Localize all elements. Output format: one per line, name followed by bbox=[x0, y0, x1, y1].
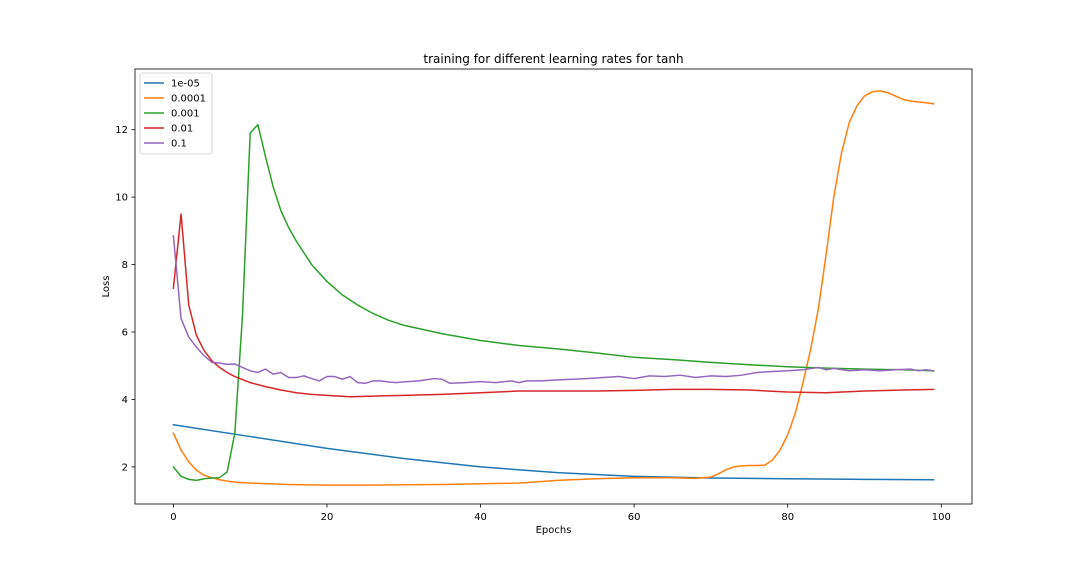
x-tick-label: 80 bbox=[781, 512, 794, 523]
y-tick-label: 2 bbox=[122, 462, 128, 473]
legend-label: 0.0001 bbox=[171, 94, 206, 105]
series-line-2 bbox=[172, 123, 935, 482]
axes-frame bbox=[134, 68, 973, 505]
y-tick-label: 10 bbox=[115, 193, 128, 204]
legend: 1e-05 0.0001 0.001 0.01 0.1 bbox=[139, 72, 213, 155]
y-tick-label: 4 bbox=[122, 395, 128, 406]
series-line-1 bbox=[172, 90, 935, 486]
y-axis-title: Loss bbox=[101, 276, 112, 298]
legend-label: 1e-05 bbox=[171, 79, 200, 90]
series-line-4 bbox=[172, 235, 935, 385]
legend-label: 0.001 bbox=[171, 109, 200, 120]
legend-box bbox=[139, 72, 213, 155]
chart-title: training for different learning rates fo… bbox=[423, 52, 683, 66]
series-lines bbox=[172, 90, 935, 486]
legend-label: 0.1 bbox=[171, 139, 187, 150]
x-axis-title: Epochs bbox=[536, 525, 572, 536]
x-tick-label: 0 bbox=[170, 512, 176, 523]
legend-label: 0.01 bbox=[171, 124, 193, 135]
y-tick-label: 8 bbox=[122, 260, 128, 271]
x-tick-label: 40 bbox=[474, 512, 487, 523]
x-tick-label: 20 bbox=[321, 512, 334, 523]
series-line-0 bbox=[172, 423, 935, 481]
x-tick-label: 100 bbox=[932, 512, 951, 523]
x-tick-label: 60 bbox=[628, 512, 641, 523]
y-tick-label: 6 bbox=[122, 328, 128, 339]
plot-area: 0 20 40 60 80 100 2 4 6 8 10 12 1e-05 0.0001 0.001 0.01… bbox=[115, 68, 973, 523]
y-tick-label: 12 bbox=[115, 125, 128, 136]
